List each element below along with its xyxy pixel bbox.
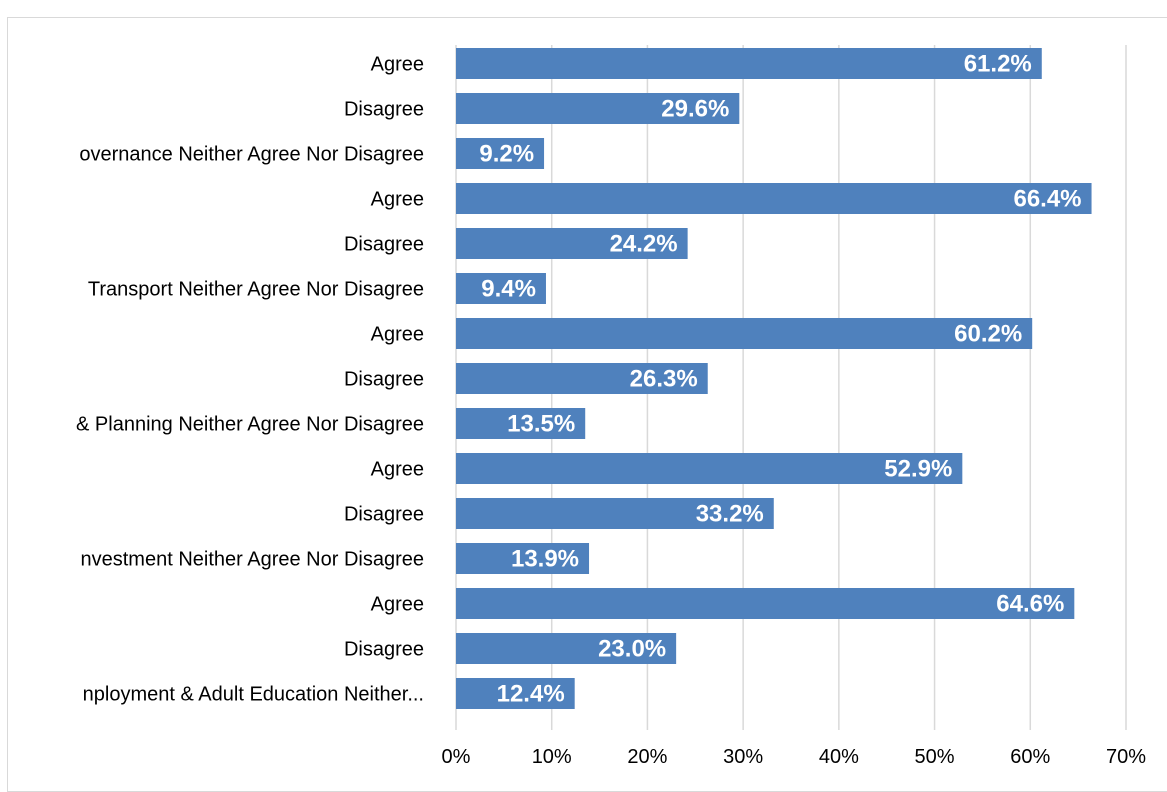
category-label: Disagree	[344, 234, 424, 256]
x-tick-label: 40%	[819, 746, 859, 768]
x-tick-label: 20%	[627, 746, 667, 768]
bar	[456, 678, 575, 709]
x-tick-label: 10%	[532, 746, 572, 768]
x-tick-label: 60%	[1010, 746, 1050, 768]
x-tick-label: 0%	[442, 746, 471, 768]
category-label: overnance Neither Agree Nor Disagree	[79, 144, 424, 166]
bar	[456, 588, 1075, 619]
bar	[456, 363, 708, 394]
data-label: 23.0%	[598, 636, 666, 663]
bar	[456, 408, 586, 439]
data-label: 60.2%	[954, 321, 1022, 348]
category-label: Agree	[371, 54, 424, 76]
bar	[456, 183, 1092, 214]
category-label: Disagree	[344, 639, 424, 661]
data-label: 26.3%	[630, 366, 698, 393]
data-label: 52.9%	[884, 456, 952, 483]
data-label: 33.2%	[696, 501, 764, 528]
bar	[456, 453, 963, 484]
data-label: 12.4%	[497, 681, 565, 708]
category-label: Agree	[371, 189, 424, 211]
bar	[456, 498, 774, 529]
data-label: 66.4%	[1013, 186, 1081, 213]
data-label: 9.4%	[481, 276, 536, 303]
category-label: Agree	[371, 594, 424, 616]
x-axis-tick-labels: 0% 10% 20% 30% 40% 50% 60% 70%	[442, 746, 1147, 768]
bar	[456, 633, 677, 664]
category-labels: Agree Disagree overnance Neither Agree Nor…	[76, 54, 424, 706]
bar	[456, 93, 740, 124]
bar	[456, 273, 546, 304]
category-label: Transport Neither Agree Nor Disagree	[88, 279, 424, 301]
x-tick-label: 50%	[915, 746, 955, 768]
category-label: nployment & Adult Education Neither...	[83, 684, 424, 706]
x-tick-label: 30%	[723, 746, 763, 768]
data-label: 24.2%	[610, 231, 678, 258]
category-label: Agree	[371, 459, 424, 481]
x-tick-label: 70%	[1106, 746, 1146, 768]
bars: 61.2% 29.6% 9.2% 66.4% 24.2% 9.4% 60.2% 26.3% 13…	[456, 48, 1092, 709]
category-label: Agree	[371, 324, 424, 346]
category-label: nvestment Neither Agree Nor Disagree	[81, 549, 425, 571]
bar	[456, 318, 1033, 349]
bar	[456, 543, 590, 574]
category-label: & Planning Neither Agree Nor Disagree	[76, 414, 424, 436]
data-label: 13.9%	[511, 546, 579, 573]
bar	[456, 228, 688, 259]
data-label: 61.2%	[964, 51, 1032, 78]
category-label: Disagree	[344, 99, 424, 121]
data-label: 9.2%	[479, 141, 534, 168]
bar	[456, 138, 545, 169]
data-label: 29.6%	[661, 96, 729, 123]
category-label: Disagree	[344, 504, 424, 526]
data-label: 64.6%	[996, 591, 1064, 618]
data-label: 13.5%	[507, 411, 575, 438]
bar	[456, 48, 1042, 79]
category-label: Disagree	[344, 369, 424, 391]
